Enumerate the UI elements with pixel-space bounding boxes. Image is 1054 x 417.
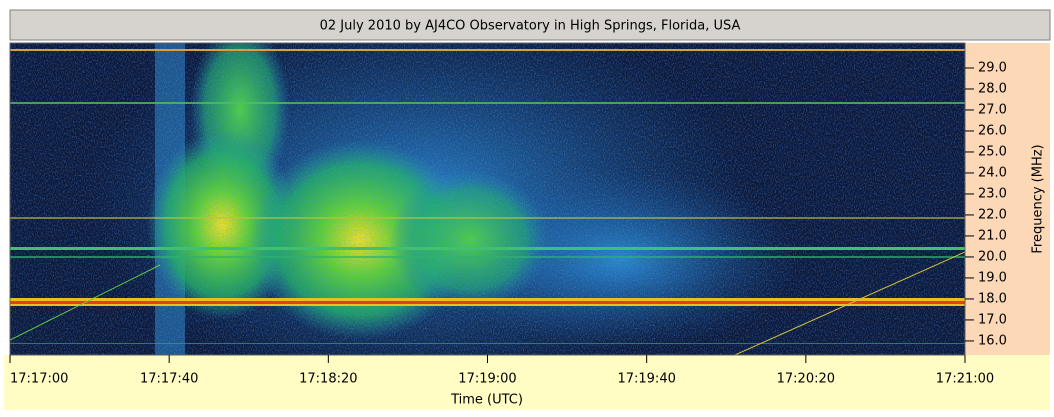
y-tick-label: 17.0 (978, 312, 1007, 327)
y-tick-label: 23.0 (978, 186, 1007, 201)
x-tick-label: 17:19:40 (617, 372, 675, 387)
x-axis-panel (4, 355, 1050, 410)
y-tick-label: 16.0 (978, 333, 1007, 348)
x-tick-label: 17:18:20 (299, 372, 357, 387)
y-tick-label: 19.0 (978, 270, 1007, 285)
title-bar (9, 9, 1051, 41)
y-tick-label: 29.0 (978, 60, 1007, 75)
y-tick-label: 20.0 (978, 249, 1007, 264)
y-tick-label: 18.0 (978, 291, 1007, 306)
y-tick-label: 21.0 (978, 228, 1007, 243)
x-tick-label: 17:21:00 (936, 372, 994, 387)
chart-title: 02 July 2010 by AJ4CO Observatory in Hig… (320, 19, 741, 34)
y-axis-panel (965, 43, 1050, 355)
x-tick-label: 17:20:20 (777, 372, 835, 387)
y-tick-label: 27.0 (978, 102, 1007, 117)
x-axis-label: Time (UTC) (450, 393, 523, 408)
y-tick-label: 26.0 (978, 123, 1007, 138)
y-tick-label: 28.0 (978, 81, 1007, 96)
spectrogram (10, 43, 965, 355)
y-tick-label: 25.0 (978, 144, 1007, 159)
x-tick-label: 17:17:00 (10, 372, 68, 387)
y-axis-label: Frequency (MHz) (1031, 144, 1046, 253)
x-tick-label: 17:17:40 (140, 372, 198, 387)
y-tick-label: 22.0 (978, 207, 1007, 222)
x-tick-label: 17:19:00 (458, 372, 516, 387)
y-tick-label: 24.0 (978, 165, 1007, 180)
